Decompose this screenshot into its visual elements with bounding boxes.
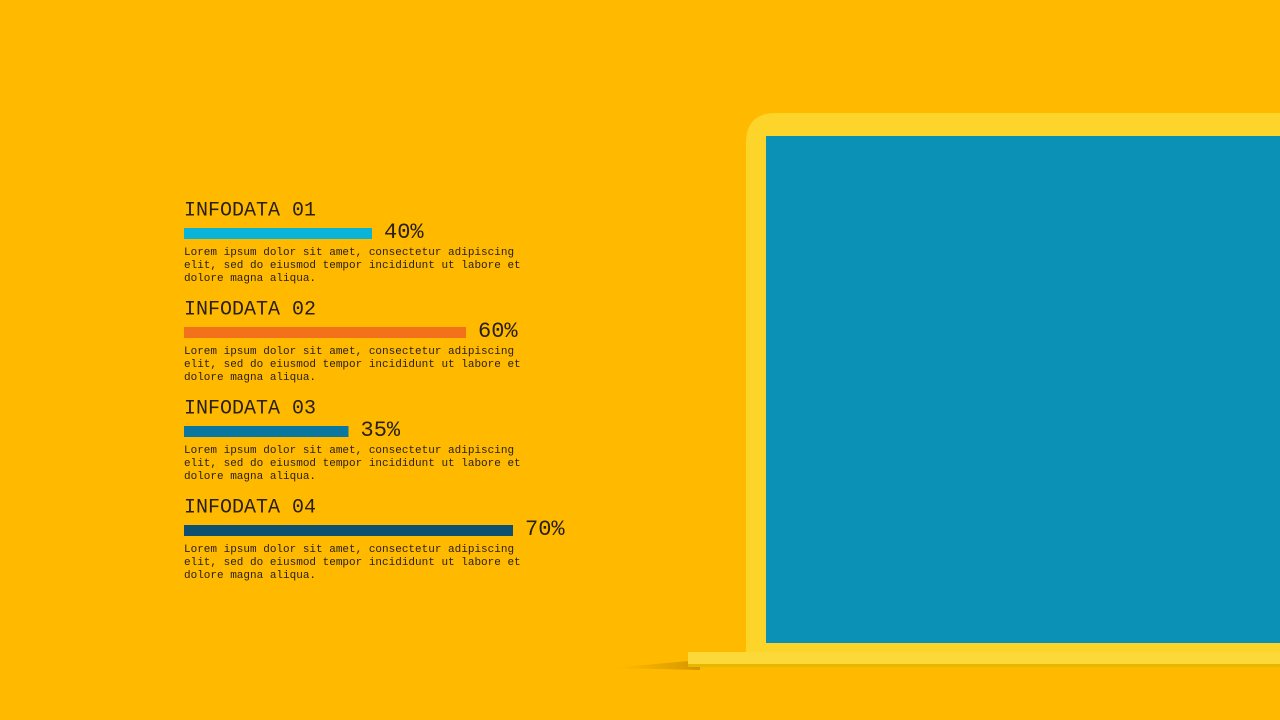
description: elit, sed do eiusmod tempor incididunt u… [184,557,521,569]
laptop [610,113,1280,670]
laptop-shadow [610,660,700,670]
description: dolore magna aliqua. [184,372,316,384]
value-label: 35% [361,418,401,443]
bar [184,426,349,437]
category-title: INFODATA 02 [184,298,316,321]
laptop-base-edge [688,664,1280,667]
description: Lorem ipsum dolor sit amet, consectetur … [184,445,514,457]
description: Lorem ipsum dolor sit amet, consectetur … [184,544,514,556]
value-label: 70% [525,517,565,542]
laptop-screen [766,136,1280,643]
description: elit, sed do eiusmod tempor incididunt u… [184,260,521,272]
category-title: INFODATA 04 [184,496,316,519]
description: dolore magna aliqua. [184,570,316,582]
laptop-base [688,652,1280,667]
description: elit, sed do eiusmod tempor incididunt u… [184,359,521,371]
description: Lorem ipsum dolor sit amet, consectetur … [184,346,514,358]
value-label: 40% [384,220,424,245]
category-title: INFODATA 03 [184,397,316,420]
infodata-list: INFODATA 01 40% Lorem ipsum dolor sit amet… [184,199,565,582]
bar [184,228,372,239]
value-label: 60% [478,319,518,344]
description: dolore magna aliqua. [184,471,316,483]
bar [184,525,513,536]
description: Lorem ipsum dolor sit amet, consectetur … [184,247,514,259]
category-title: INFODATA 01 [184,199,316,222]
description: dolore magna aliqua. [184,273,316,285]
bar [184,327,466,338]
description: elit, sed do eiusmod tempor incididunt u… [184,458,521,470]
